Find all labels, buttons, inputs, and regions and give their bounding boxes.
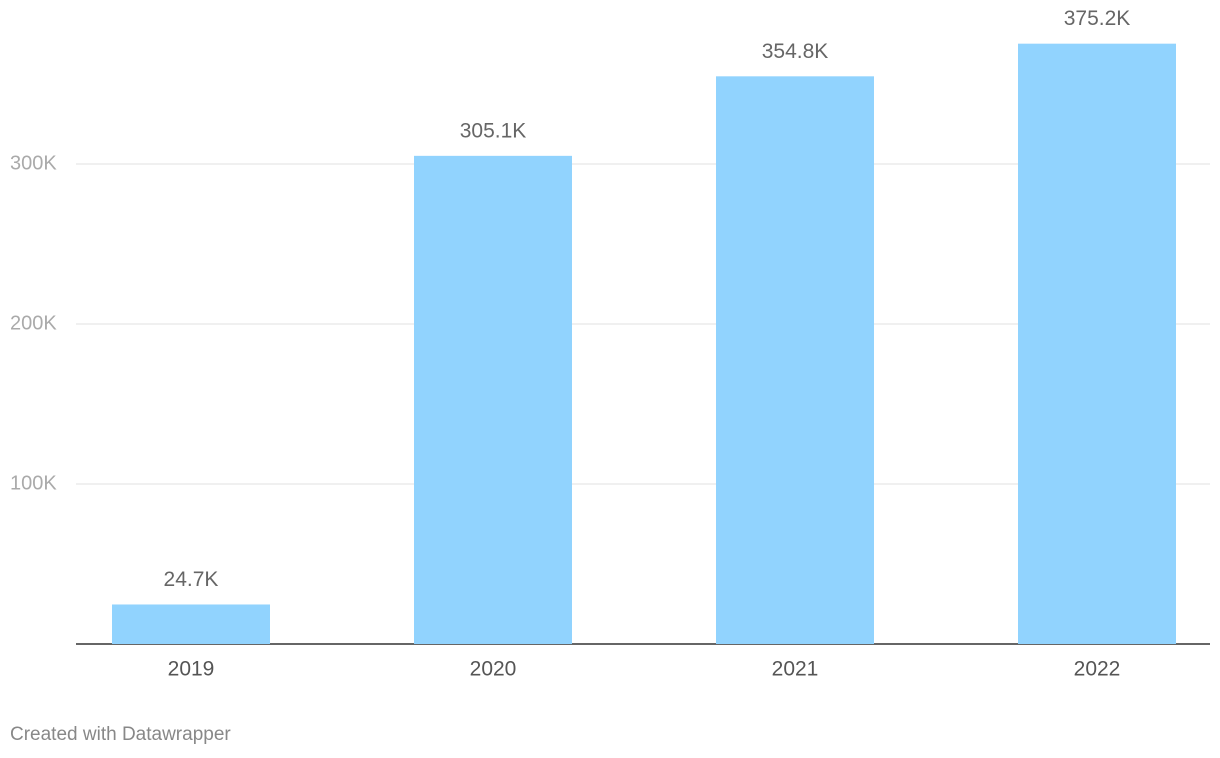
x-tick-label: 2021 xyxy=(772,658,819,681)
bar xyxy=(1018,43,1176,645)
value-label: 24.7K xyxy=(164,568,219,591)
y-tick-label: 100K xyxy=(10,472,57,494)
x-tick-label: 2022 xyxy=(1074,658,1121,681)
x-tick-label: 2019 xyxy=(168,658,215,681)
bar xyxy=(112,604,270,644)
bar xyxy=(414,155,572,644)
value-label: 305.1K xyxy=(460,119,527,142)
footer: Created with Datawrapper xyxy=(10,724,231,745)
y-tick-label: 200K xyxy=(10,312,57,334)
value-label: 375.2K xyxy=(1064,7,1131,30)
bar xyxy=(716,76,874,644)
value-label: 354.8K xyxy=(762,40,829,63)
y-tick-label: 300K xyxy=(10,152,57,174)
x-tick-label: 2020 xyxy=(470,658,517,681)
